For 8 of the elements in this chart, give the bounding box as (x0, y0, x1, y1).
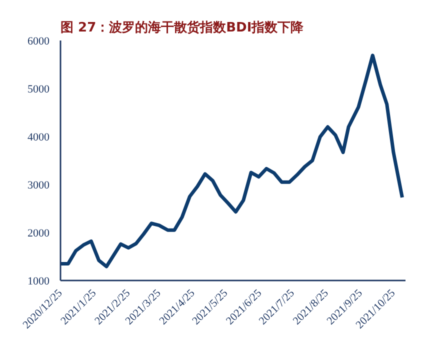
y-tick-label: 1000 (28, 276, 50, 288)
y-tick-label: 2000 (28, 228, 50, 240)
y-tick-label: 5000 (28, 84, 50, 96)
y-tick-label: 3000 (28, 180, 50, 192)
line-series (60, 54, 404, 268)
y-tick-label: 4000 (28, 132, 50, 144)
y-tick-label: 6000 (28, 36, 50, 48)
chart-title: 图 27：波罗的海干散货指数BDI指数下降 (60, 20, 305, 36)
